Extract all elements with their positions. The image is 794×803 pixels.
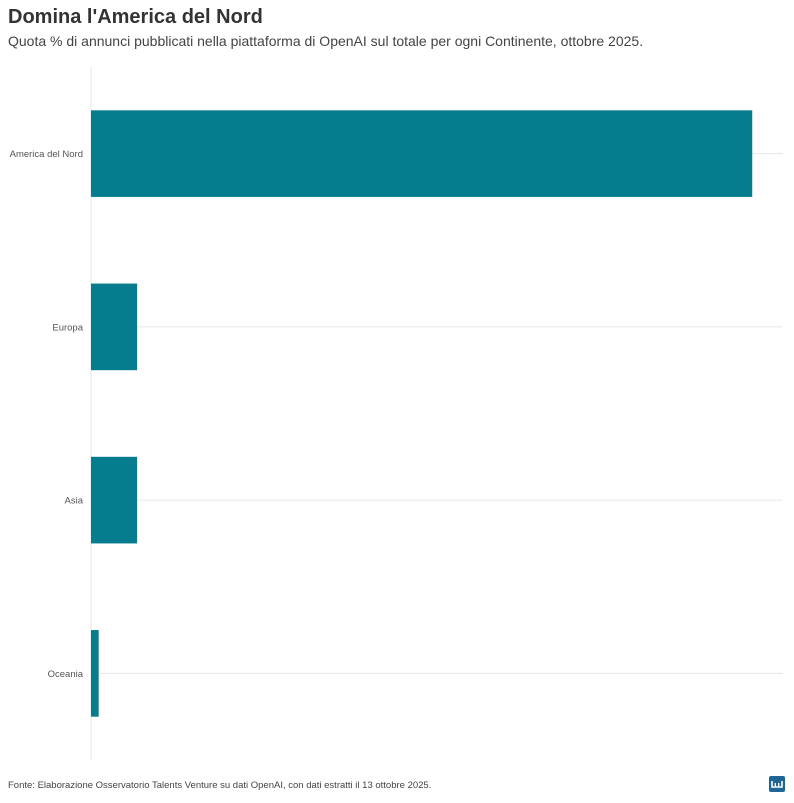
bar-0[interactable]	[91, 110, 753, 197]
category-label: America del Nord	[10, 149, 83, 160]
bar-3[interactable]	[91, 630, 99, 717]
bar-1[interactable]	[91, 283, 138, 371]
chart-subtitle: Quota % di annunci pubblicati nella piat…	[8, 33, 644, 49]
chart-title: Domina l'America del Nord	[8, 6, 263, 28]
category-label: Europa	[52, 322, 83, 333]
logo-icon	[771, 781, 783, 788]
category-label: Oceania	[48, 669, 84, 680]
bar-2[interactable]	[91, 456, 138, 544]
brand-logo[interactable]	[769, 776, 785, 792]
source-note: Fonte: Elaborazione Osservatorio Talents…	[8, 780, 432, 791]
category-label: Asia	[65, 496, 84, 507]
